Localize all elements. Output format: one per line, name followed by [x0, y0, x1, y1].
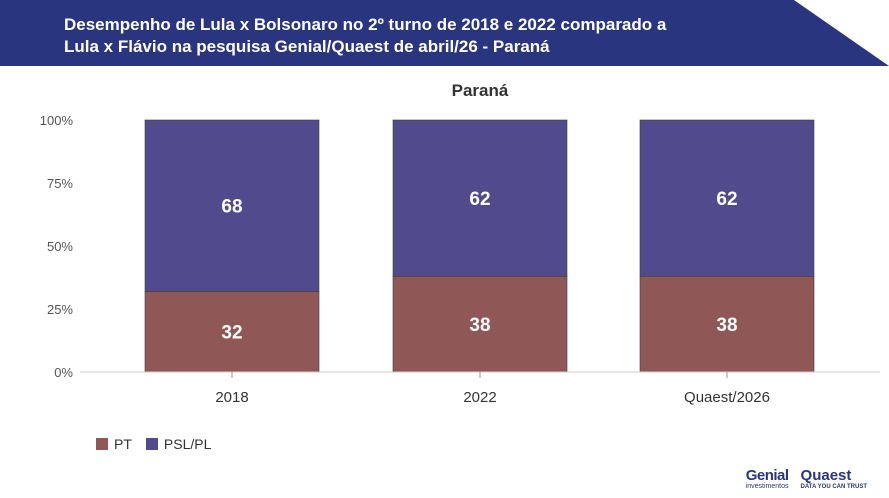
quaest-logo-sub: DATA YOU CAN TRUST [800, 484, 867, 490]
legend-label-pt: PT [114, 436, 132, 452]
bar-segment-psl-pl [392, 119, 568, 277]
footer-logos: Genial investimentos Quaest DATA YOU CAN… [746, 468, 867, 491]
y-tick-label: 75% [47, 176, 73, 191]
genial-logo-text: Genial [745, 467, 789, 484]
title-line-2: Lula x Flávio na pesquisa Genial/Quaest … [64, 37, 550, 56]
legend-item-pt: PT [96, 436, 132, 452]
x-tick-label: Quaest/2026 [684, 389, 770, 406]
legend-label-psl-pl: PSL/PL [163, 436, 212, 452]
y-axis: 0% 25% 50% 75% 100% [40, 113, 74, 380]
quaest-logo: Quaest DATA YOU CAN TRUST [801, 468, 867, 491]
y-tick-label: 50% [47, 239, 73, 254]
data-label-pt: 38 [469, 315, 490, 336]
data-label-pt: 32 [221, 323, 242, 344]
data-label-pt: 38 [716, 315, 737, 336]
bars-group: 32 68 38 62 38 62 [144, 119, 815, 373]
genial-logo: Genial investimentos [746, 468, 789, 491]
data-label-psl-pl: 62 [469, 189, 490, 210]
quaest-logo-text: Quaest [800, 467, 852, 484]
page-title: Desempenho de Lula x Bolsonaro no 2º tur… [64, 14, 804, 58]
bar-segment-psl-pl [144, 119, 320, 292]
y-tick-label: 25% [47, 302, 73, 317]
legend-swatch-psl-pl [145, 438, 158, 450]
data-label-psl-pl: 62 [716, 189, 737, 210]
x-tick-label: 2022 [463, 389, 496, 406]
chart-title: Paraná [452, 81, 509, 100]
x-tick-label: 2018 [215, 389, 248, 406]
header-bar: Desempenho de Lula x Bolsonaro no 2º tur… [0, 0, 889, 66]
bar-segment-pt [639, 275, 815, 373]
y-tick-label: 100% [40, 113, 74, 128]
x-axis: 2018 2022 Quaest/2026 [80, 371, 880, 406]
bar-segment-pt [144, 291, 320, 373]
y-tick-label: 0% [54, 365, 73, 380]
genial-logo-sub: investimentos [745, 483, 789, 490]
title-line-1: Desempenho de Lula x Bolsonaro no 2º tur… [64, 15, 667, 34]
stacked-bar-chart: Paraná 0% 25% 50% 75% 100% 32 68 38 62 38 62 2018… [40, 81, 880, 406]
legend: PT PSL/PL [96, 436, 225, 452]
bar-segment-psl-pl [639, 119, 815, 277]
legend-swatch-pt [96, 438, 108, 450]
legend-item-psl-pl: PSL/PL [145, 436, 212, 452]
data-label-psl-pl: 68 [221, 197, 242, 218]
header-corner-decoration [794, 0, 889, 66]
